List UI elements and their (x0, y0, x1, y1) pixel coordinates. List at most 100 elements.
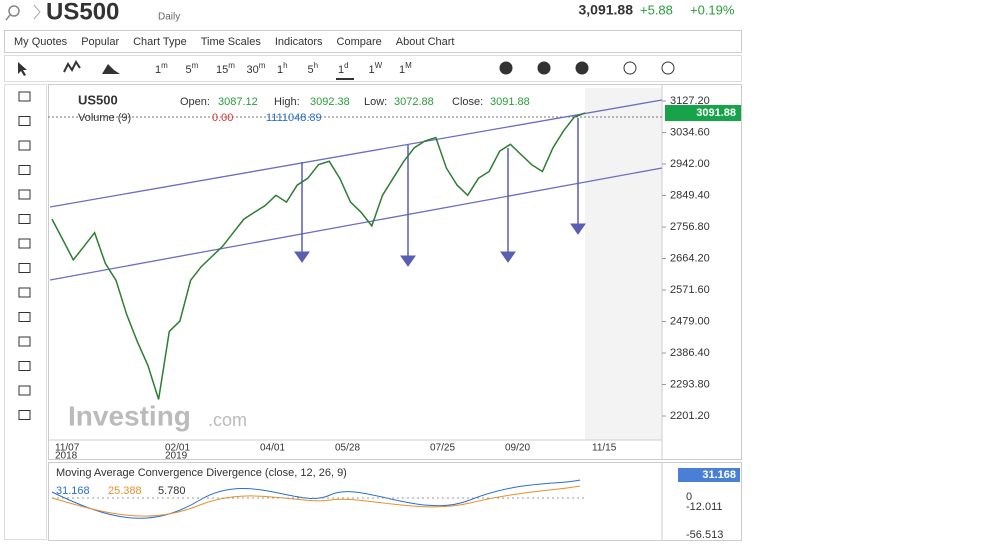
y-tick-label: 2293.80 (670, 378, 710, 390)
future-area (585, 88, 662, 440)
macd-tag (678, 468, 740, 482)
tool-icon[interactable] (499, 61, 513, 75)
sidebar-tool[interactable] (18, 165, 31, 175)
x-tick-label: 11/15 (592, 443, 617, 454)
volume-ma: 1111048.89 (266, 112, 322, 124)
signal-line (51, 485, 581, 517)
macd-title: Moving Average Convergence Divergence (c… (56, 467, 347, 479)
watermark-suffix: .com (208, 410, 247, 430)
open-label: Open: (180, 96, 210, 108)
sidebar-tool[interactable] (18, 91, 31, 102)
area-icon[interactable] (102, 64, 120, 74)
timeframe[interactable]: 5h (308, 61, 319, 76)
close: 3091.88 (490, 96, 530, 108)
tool-icon[interactable] (537, 61, 551, 75)
last-price-label: 3091.88 (696, 107, 736, 119)
sidebar-tool[interactable] (18, 263, 31, 273)
macd-axis: -12.011 (686, 501, 723, 513)
hist-value: 5.780 (158, 485, 186, 497)
timeframe[interactable]: 5m (186, 61, 199, 76)
macd-value: 31.168 (56, 485, 90, 497)
menu-item[interactable]: Indicators (275, 36, 323, 48)
tool-icon[interactable] (661, 61, 675, 75)
y-tick-label: 3127.20 (670, 95, 710, 107)
sidebar-tool[interactable] (18, 214, 31, 224)
macd-line (51, 479, 581, 519)
sidebar-tool[interactable] (18, 312, 31, 322)
y-tick-label: 2386.40 (670, 347, 710, 359)
change-pct: +0.19% (690, 2, 735, 17)
timeframe[interactable]: 1M (399, 61, 412, 76)
x-tick-label: 04/01 (260, 443, 285, 454)
x-tick-label: 07/25 (430, 443, 455, 454)
toolbar (4, 55, 742, 82)
timeframe[interactable]: 1m (155, 61, 168, 76)
timeframe[interactable]: 30m (247, 61, 266, 76)
y-tick-label: 2664.20 (670, 252, 710, 264)
volume: 0.00 (212, 112, 233, 124)
y-tick-label: 2571.60 (670, 284, 710, 296)
arrows (294, 118, 586, 267)
tool-icon[interactable] (575, 61, 589, 75)
x-tick-label: 02/01 (165, 443, 190, 454)
last-price-tag (665, 105, 741, 122)
signal-value: 25.388 (108, 485, 142, 497)
high-label: High: (274, 96, 300, 108)
macd-tag-text: 31.168 (702, 469, 736, 481)
menu-bar (4, 30, 742, 53)
x-tick-label: 11/07 (55, 443, 80, 454)
candle-icon[interactable] (63, 60, 81, 73)
open: 3087.12 (218, 96, 258, 108)
sidebar-tool[interactable] (18, 189, 31, 200)
x-tick-label: 09/20 (505, 443, 530, 454)
x-tick-label: 05/28 (335, 443, 360, 454)
timeframe[interactable]: 15m (216, 61, 235, 76)
high: 3092.38 (310, 96, 350, 108)
channel-bottom (49, 167, 663, 281)
chevron (33, 4, 41, 20)
low: 3072.88 (394, 96, 434, 108)
volume-label: Volume (9) (78, 112, 131, 124)
sidebar-tool[interactable] (18, 140, 31, 151)
symbol: US500 (46, 0, 119, 25)
watermark: Investing (68, 400, 191, 431)
macd-axis: 0 (686, 491, 692, 503)
sidebar-tool[interactable] (18, 385, 31, 396)
macd-axis: -56.513 (686, 529, 723, 541)
menu-item[interactable]: Chart Type (133, 36, 187, 48)
info-symbol: US500 (78, 92, 118, 107)
tool-icon[interactable] (623, 61, 637, 75)
y-tick-label: 2756.80 (670, 221, 710, 233)
y-tick-label: 2201.20 (670, 410, 710, 422)
menu-item[interactable]: My Quotes (14, 36, 68, 48)
y-tick-label: 2849.40 (670, 189, 710, 201)
channel-top (49, 99, 663, 208)
x-tick-year: 2018 (55, 451, 78, 462)
macd-panel (48, 462, 742, 541)
timeframe[interactable]: 1h (277, 61, 288, 76)
menu-item[interactable]: Compare (337, 36, 382, 48)
search-icon[interactable] (8, 5, 20, 17)
menu-item[interactable]: Popular (81, 36, 119, 48)
sidebar-tool[interactable] (18, 287, 31, 298)
sidebar-tool[interactable] (18, 116, 31, 126)
price: 3,091.88 (579, 2, 634, 18)
sidebar-tool[interactable] (18, 336, 31, 347)
sidebar-tool[interactable] (18, 361, 31, 371)
y-tick-label: 2479.00 (670, 315, 710, 327)
low-label: Low: (364, 96, 387, 108)
x-tick-year: 2019 (165, 451, 188, 462)
close-label: Close: (452, 96, 483, 108)
interval: Daily (158, 12, 180, 23)
timeframe[interactable]: 1d (338, 61, 349, 76)
cursor-icon (18, 62, 27, 76)
price-line (51, 112, 586, 400)
sidebar-tool[interactable] (18, 238, 31, 249)
y-tick-label: 3034.60 (670, 126, 710, 138)
menu-item[interactable]: About Chart (396, 36, 455, 48)
sidebar-tool[interactable] (18, 410, 31, 420)
y-tick-label: 2942.00 (670, 158, 710, 170)
timeframe[interactable]: 1W (369, 61, 383, 76)
menu-item[interactable]: Time Scales (201, 36, 262, 48)
